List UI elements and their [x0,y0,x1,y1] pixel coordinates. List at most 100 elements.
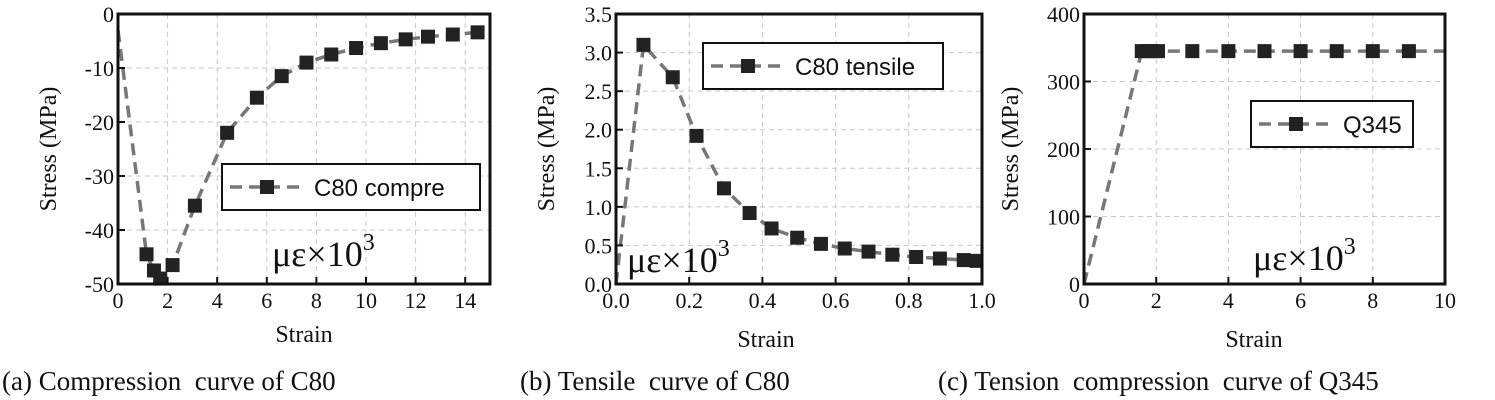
panel-a-y-tick-label: -50 [85,272,114,297]
panel-a-data-point [349,41,364,56]
panel-c-data-point [1401,44,1416,59]
panel-c-data-point [1185,44,1200,59]
panel-b-data-point [689,128,704,143]
panel-c-legend-label: Q345 [1343,112,1402,139]
panel-a-y-tick-label: -40 [85,218,114,243]
panel-b-x-axis-label: Strain [737,327,794,353]
panel-a-data-point [153,271,168,286]
panel-b-plot-frame [614,12,984,286]
panel-c-x-tick-label: 4 [1223,288,1234,313]
panel-b-data-point [665,70,680,85]
panel-b-unit-exponent: 3 [718,236,730,262]
panel-a-data-point [165,258,180,273]
panel-a-x-tick-label: 12 [405,288,427,313]
panel-a-data-point [139,247,154,262]
panel-b-ticks: 0.0 0.2 0.4 0.6 0.8 1.0 0.0 0.5 1.0 1.5 2.0 2.5 3.0 3… [585,2,996,313]
panel-b-y-tick-label: 1.0 [585,195,613,220]
panel-c-legend: Q345 [1250,100,1414,148]
panel-b-y-tick-label: 0.5 [585,233,613,258]
panel-c-unit-annotation: με×103 [1253,234,1356,278]
panel-a-x-tick-label: 4 [212,288,223,313]
panel-a-caption: (a) Compression curve of C80 [2,366,336,396]
panel-a-data-point [445,27,460,42]
panel-b-x-tick-label: 0.2 [675,288,703,313]
panel-b-data-point [813,236,828,251]
panel-a-ticks: 0 2 4 6 8 10 12 14 -50 -40 -30 -20 -10 0 [85,2,477,313]
panel-b-y-axis-label: Stress (MPa) [534,87,560,212]
panel-a-data-point [398,32,413,47]
panel-a-x-tick-label: 0 [113,288,124,313]
panel-b-y-tick-label: 3.0 [585,41,613,66]
panel-a-legend-label: C80 compre [314,175,445,202]
panel-a-y-tick-label: -30 [85,164,114,189]
panel-b-unit-annotation: με×103 [627,236,730,280]
panel-c-unit-exponent: 3 [1344,234,1356,260]
panel-b-data-point [742,206,757,221]
panel-a-x-tick-label: 10 [355,288,377,313]
panel-a-y-tick-label: -10 [85,56,114,81]
panel-c-x-tick-label: 6 [1295,288,1306,313]
panel-c-data-point [1329,44,1344,59]
panel-a-data-point [187,198,202,213]
panel-b-legend: C80 tensile [702,42,944,90]
panel-a-x-axis-label: Strain [275,322,332,348]
panel-a-y-axis-label: Stress (MPa) [36,87,62,212]
panel-b-caption: (b) Tensile curve of C80 [520,366,790,396]
panel-a-x-tick-label: 8 [311,288,322,313]
panel-c-data-point [1221,44,1236,59]
panel-a-x-tick-label: 2 [162,288,173,313]
panel-c-grid [1084,14,1445,284]
panel-a-data-point [421,29,435,44]
panel-a-plot-frame [116,12,492,286]
panel-a-legend: C80 compre [221,163,481,211]
panel-c-caption: (c) Tension compression curve of Q345 [938,366,1379,396]
panel-a-unit-exponent: 3 [363,230,375,256]
panel-b-data-point [716,181,731,196]
panel-b-y-tick-label: 1.5 [585,156,613,181]
panel-b-x-tick-label: 0.6 [822,288,850,313]
panel-compression-c80: 0 2 4 6 8 10 12 14 -50 -40 -30 -20 -10 0 C80 compre μ… [2,2,492,396]
panel-b-y-tick-label: 2.5 [585,79,613,104]
panel-c-unit-base: με×10 [1253,238,1344,278]
panel-b-legend-marker [741,59,755,73]
panel-b-data-point [932,251,947,266]
panel-b-data-point [909,250,924,264]
panel-a-data-point [299,55,314,70]
panel-a-unit-annotation: με×103 [272,230,375,274]
panel-b-legend-box [702,42,944,90]
panel-c-y-tick-label: 300 [1047,70,1080,95]
panel-a-series [116,25,485,286]
panel-b-y-tick-label: 0.0 [585,272,613,297]
panel-a-legend-marker [260,180,274,194]
panel-b-x-tick-label: 1.0 [968,288,996,313]
panel-b-unit-base: με×10 [627,240,718,280]
panel-b-data-point [969,253,984,268]
panel-c-y-tick-label: 400 [1047,2,1080,27]
panel-c-y-tick-label: 0 [1069,272,1080,297]
panel-c-x-tick-label: 8 [1367,288,1378,313]
panel-a-data-point [274,69,289,84]
panel-c-y-tick-label: 200 [1047,137,1080,162]
panel-c-x-tick-label: 0 [1079,288,1090,313]
panel-b-data-point [790,230,805,245]
panel-c-x-tick-label: 2 [1151,288,1162,313]
panel-b-x-tick-label: 0.4 [749,288,777,313]
panel-b-series [614,37,984,285]
panel-a-x-tick-label: 14 [454,288,476,313]
panel-a-data-point [373,36,388,51]
panel-c-y-tick-label: 100 [1047,205,1080,230]
panel-c-legend-marker [1289,117,1303,131]
panel-c-x-axis-label: Strain [1225,327,1282,353]
panel-a-y-tick-label: -20 [85,110,114,135]
panel-b-series-line [614,40,977,285]
panel-c-data-point [1365,44,1380,59]
panel-b-y-tick-label: 3.5 [585,2,613,27]
panel-c-x-tick-label: 10 [1434,288,1456,313]
panel-a-y-tick-label: 0 [103,2,114,27]
panel-c-data-point [1151,44,1166,59]
panel-c-data-point [1293,44,1308,59]
panel-b-data-point [837,241,852,256]
